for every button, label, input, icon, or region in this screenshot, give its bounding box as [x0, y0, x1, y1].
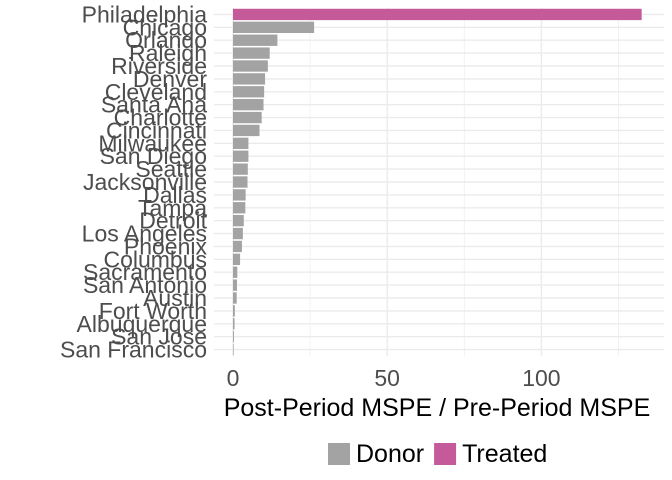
x-tick-labels: 0 50 100: [227, 365, 561, 391]
bar-tampa: [233, 202, 246, 214]
bar-sacramento: [233, 266, 238, 278]
x-axis-title: Post-Period MSPE / Pre-Period MSPE: [224, 394, 651, 422]
x-tick-label: 50: [374, 365, 400, 391]
y-tick-label: San Antonio: [83, 272, 207, 298]
y-tick-label: Los Angeles: [82, 221, 207, 247]
bar-austin: [233, 292, 237, 304]
bar-phoenix: [233, 240, 242, 253]
x-tick-label: 100: [522, 365, 560, 391]
bar-san-jose: [233, 330, 234, 343]
legend-label-treated: Treated: [462, 440, 547, 468]
bar-seattle: [233, 163, 248, 175]
y-tick-label: Sacramento: [83, 259, 207, 285]
y-tick-label: Chicago: [123, 14, 207, 40]
bar-cleveland: [233, 86, 265, 98]
y-tick-label: Detroit: [139, 208, 207, 234]
legend-key-donor: [328, 443, 350, 465]
y-tick-label: Orlando: [125, 27, 207, 53]
legend-key-treated: [434, 443, 457, 465]
y-tick-label: Raleigh: [129, 40, 207, 66]
bar-denver: [233, 73, 266, 85]
bar-los-angeles: [233, 227, 243, 240]
bar-riverside: [233, 60, 268, 72]
bar-santa-ana: [233, 98, 264, 111]
y-tick-labels: PhiladelphiaChicagoOrlandoRaleighRiversi…: [60, 1, 208, 362]
bar-cincinnati: [233, 124, 260, 137]
y-tick-label: Milwaukee: [98, 130, 207, 156]
bar-fort-worth: [233, 305, 235, 317]
y-tick-label: Columbus: [103, 246, 207, 272]
y-tick-label: Fort Worth: [99, 298, 207, 324]
bar-san-francisco: [233, 343, 234, 356]
y-tick-label: Austin: [143, 285, 207, 311]
legend: Donor Treated: [328, 440, 547, 468]
y-tick-label: Riverside: [111, 53, 207, 79]
legend-label-donor: Donor: [356, 440, 424, 468]
y-tick-label: San Jose: [111, 324, 207, 350]
y-tick-label: Albuquerque: [77, 311, 207, 337]
bar-raleigh: [233, 47, 270, 59]
y-tick-label: San Francisco: [60, 337, 207, 363]
bar-albuquerque: [233, 318, 235, 330]
y-tick-label: Seattle: [135, 156, 207, 182]
y-tick-label: Santa Ana: [101, 92, 207, 118]
bar-san-diego: [233, 150, 249, 162]
bars: [233, 8, 642, 356]
bar-chicago: [233, 21, 315, 34]
y-tick-label: Phoenix: [124, 233, 208, 259]
bar-san-antonio: [233, 279, 238, 291]
bar-jacksonville: [233, 176, 248, 188]
bar-charlotte: [233, 111, 262, 124]
bar-orlando: [233, 34, 278, 46]
y-tick-label: Cincinnati: [106, 117, 207, 143]
x-tick-label: 0: [227, 365, 240, 391]
y-tick-label: Tampa: [138, 195, 207, 221]
y-tick-label: Jacksonville: [83, 169, 207, 195]
y-tick-label: Cleveland: [105, 79, 207, 105]
y-tick-label: Philadelphia: [82, 1, 208, 27]
grid-lines: [214, 8, 664, 356]
bar-milwaukee: [233, 137, 249, 150]
bar-philadelphia: [233, 8, 642, 21]
y-tick-label: Denver: [133, 66, 207, 92]
y-tick-label: Dallas: [143, 182, 207, 208]
bar-columbus: [233, 253, 241, 266]
y-tick-label: Charlotte: [114, 105, 207, 131]
y-tick-label: San Diego: [100, 143, 207, 169]
bar-dallas: [233, 189, 246, 201]
bar-detroit: [233, 214, 244, 227]
